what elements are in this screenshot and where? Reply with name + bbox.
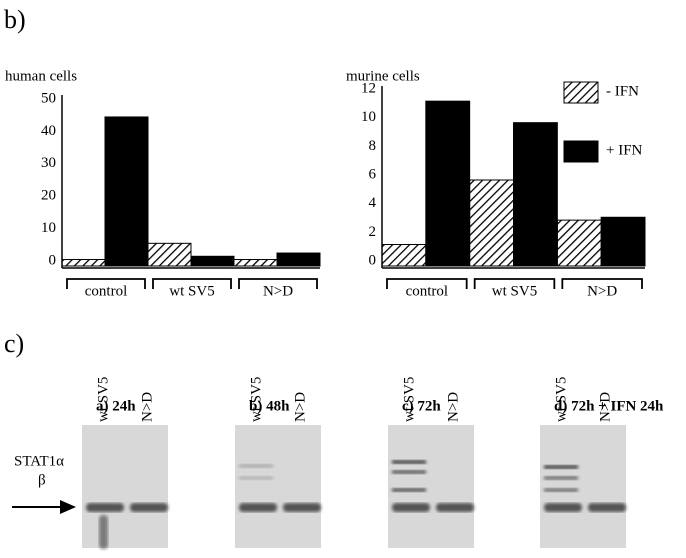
legend-label: + IFN <box>606 142 643 158</box>
bar <box>425 100 471 267</box>
y-tick-label: 10 <box>41 220 56 236</box>
lane-label: wt SV5 <box>401 377 417 422</box>
lane-label: wt SV5 <box>248 377 264 422</box>
chart-title: human cells <box>5 68 77 84</box>
x-tick-label: wt SV5 <box>492 283 537 299</box>
bar <box>61 259 106 267</box>
bar <box>104 116 149 267</box>
band <box>283 503 321 512</box>
y-tick-label: 30 <box>41 155 56 171</box>
blot <box>82 425 168 548</box>
blot <box>235 425 321 548</box>
band <box>544 476 578 480</box>
panel-label: c) <box>4 329 24 358</box>
legend-label: - IFN <box>606 83 639 99</box>
band <box>436 503 474 512</box>
y-tick-label: 10 <box>361 109 376 125</box>
legend-swatch <box>563 140 599 163</box>
x-tick-label: N>D <box>587 283 617 299</box>
smear <box>99 515 108 549</box>
chart-title: murine cells <box>346 68 420 84</box>
lane-label: wt SV5 <box>553 377 569 422</box>
band <box>392 503 430 512</box>
bar <box>233 259 278 267</box>
bar <box>190 255 235 267</box>
legend-swatch <box>563 81 599 104</box>
band <box>239 476 273 480</box>
blot-images <box>12 425 626 549</box>
y-tick-label: 12 <box>361 80 376 96</box>
band <box>588 503 626 512</box>
x-tick-label: N>D <box>263 283 293 299</box>
row-label: STAT1α <box>14 453 64 469</box>
category-bracket <box>238 278 318 289</box>
blot-title: c) 72h <box>402 398 441 414</box>
blot-title: d) 72h + IFN 24h <box>554 398 664 414</box>
band <box>544 488 578 492</box>
y-tick-label: 8 <box>369 138 377 154</box>
band <box>544 503 582 512</box>
category-bracket <box>66 278 146 289</box>
y-tick-label: 2 <box>369 224 377 240</box>
category-bracket <box>561 278 643 289</box>
band <box>86 503 124 512</box>
category-bracket <box>473 278 556 289</box>
lane-label: wt SV5 <box>95 377 111 422</box>
y-tick-label: 50 <box>41 90 56 106</box>
band <box>544 465 578 469</box>
lane-label: N>D <box>292 392 308 422</box>
band <box>239 503 277 512</box>
panel-label: b) <box>4 5 26 34</box>
band <box>392 488 426 492</box>
x-tick-label: control <box>406 283 449 299</box>
bar <box>147 242 192 267</box>
bar <box>276 252 321 267</box>
bar <box>556 219 602 267</box>
x-tick-label: wt SV5 <box>169 283 214 299</box>
y-tick-label: 6 <box>369 166 377 182</box>
category-bracket <box>152 278 232 289</box>
band <box>239 464 273 468</box>
bar <box>513 122 558 267</box>
y-tick-label: 20 <box>41 188 56 204</box>
band <box>392 470 426 474</box>
bar <box>381 244 427 267</box>
x-tick-label: control <box>85 283 128 299</box>
blot-title: b) 48h <box>249 398 290 414</box>
band <box>130 503 168 512</box>
lane-label: N>D <box>597 392 613 422</box>
y-tick-label: 0 <box>49 252 57 268</box>
y-tick-label: 40 <box>41 123 56 139</box>
row-label: β <box>38 472 46 488</box>
arrow-head <box>60 500 76 514</box>
blot <box>540 425 626 548</box>
band <box>392 460 426 464</box>
bar <box>469 179 514 267</box>
category-bracket <box>386 278 468 289</box>
y-tick-label: 4 <box>369 195 377 211</box>
lane-label: N>D <box>445 392 461 422</box>
blot-title: a) 24h <box>96 398 136 414</box>
blot <box>388 425 474 548</box>
bar <box>600 216 646 267</box>
y-tick-label: 0 <box>369 252 377 268</box>
lane-label: N>D <box>139 392 155 422</box>
